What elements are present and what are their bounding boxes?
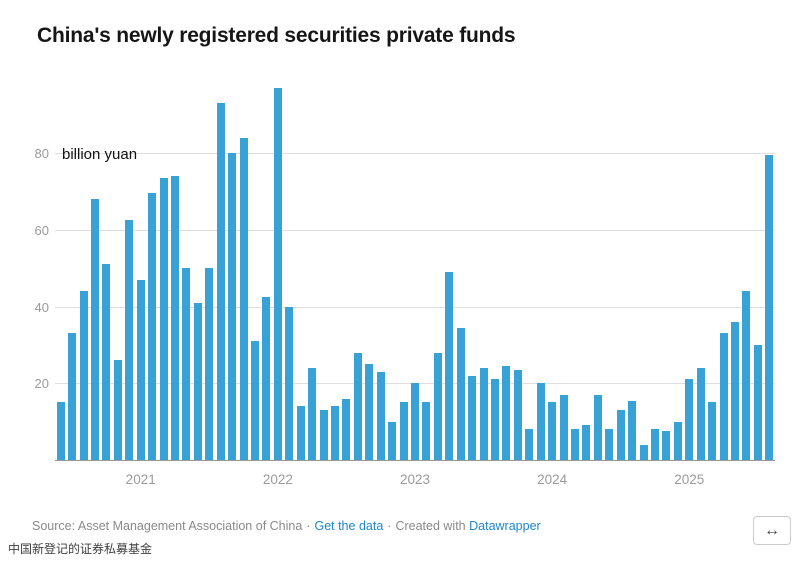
bar — [605, 429, 614, 460]
bar — [593, 394, 602, 460]
bar — [731, 321, 739, 460]
created-with-text: Created with — [395, 519, 466, 533]
bar — [456, 327, 465, 460]
chart-footer: Source: Asset Management Association of … — [32, 519, 541, 533]
bar — [262, 296, 271, 460]
bar — [56, 402, 65, 460]
bar — [136, 279, 145, 460]
bar — [651, 429, 659, 460]
source-text: Source: Asset Management Association of … — [32, 519, 303, 533]
bar — [376, 371, 385, 460]
bar — [753, 344, 762, 460]
gridline — [55, 153, 775, 155]
bar — [673, 421, 682, 460]
bar — [68, 333, 77, 460]
bar — [205, 268, 214, 460]
x-axis-baseline — [55, 460, 775, 461]
bar — [571, 429, 579, 460]
bar — [616, 410, 625, 460]
bar — [491, 379, 499, 460]
bar — [296, 406, 305, 460]
gridline — [55, 306, 775, 308]
footer-separator: · — [306, 519, 311, 533]
bar — [525, 429, 534, 460]
bar — [765, 154, 774, 460]
bar — [159, 178, 168, 460]
bar — [91, 199, 99, 460]
y-axis-tick-label: 40 — [34, 299, 49, 315]
bar — [479, 367, 488, 460]
bar — [422, 402, 431, 460]
bar — [433, 352, 442, 460]
y-axis-tick-label: 80 — [34, 146, 49, 162]
bar — [79, 291, 88, 460]
chinese-caption: 中国新登记的证券私募基金 — [8, 542, 153, 556]
footer-separator: · — [387, 519, 392, 533]
y-axis-unit-label: billion yuan — [62, 146, 138, 163]
bar — [399, 402, 408, 460]
bar — [182, 268, 191, 460]
bar — [708, 402, 717, 460]
bar — [582, 425, 591, 460]
x-axis-year-label: 2023 — [399, 472, 431, 487]
chart-title: China's newly registered securities priv… — [37, 24, 516, 47]
bar — [102, 264, 111, 460]
bar — [696, 367, 705, 460]
bar — [548, 402, 557, 460]
bar — [742, 291, 751, 460]
get-the-data-link[interactable]: Get the data — [314, 519, 384, 533]
bar — [502, 366, 511, 460]
bar — [216, 103, 225, 460]
bar — [685, 379, 694, 460]
bar — [171, 176, 179, 460]
bar — [308, 367, 317, 460]
x-axis-year-label: 2022 — [262, 472, 293, 487]
bar — [628, 400, 637, 460]
bar — [411, 383, 419, 460]
bar — [719, 333, 728, 460]
bar — [559, 394, 568, 460]
bar — [365, 364, 374, 460]
bar — [319, 410, 328, 460]
horizontal-resize-icon: ↔ — [764, 521, 780, 539]
y-axis-tick-label: 60 — [34, 222, 49, 238]
bar — [331, 406, 339, 460]
bar — [193, 302, 202, 460]
bar — [353, 352, 362, 460]
x-axis-year-label: 2021 — [125, 472, 156, 487]
gridline — [55, 229, 775, 231]
x-axis-year-label: 2025 — [674, 472, 705, 487]
bar — [513, 369, 522, 460]
bar — [148, 193, 157, 460]
y-axis-tick-label: 20 — [34, 376, 49, 392]
bar — [228, 153, 237, 460]
bar — [639, 444, 648, 460]
bar — [445, 272, 454, 460]
bar — [125, 220, 134, 460]
bar — [113, 360, 122, 460]
bar — [239, 137, 248, 460]
bar — [342, 398, 351, 460]
bar — [251, 341, 259, 460]
resize-handle[interactable]: ↔ — [753, 516, 791, 545]
bar — [273, 87, 282, 460]
x-axis-year-label: 2024 — [537, 472, 568, 487]
bar — [536, 383, 545, 460]
bar — [468, 375, 477, 460]
datawrapper-link[interactable]: Datawrapper — [469, 519, 541, 533]
bar — [285, 306, 294, 460]
bar — [388, 421, 397, 460]
bar — [662, 431, 671, 460]
plot-area: 20 40 60 80 2021 2022 2023 2024 2025 — [35, 85, 775, 487]
